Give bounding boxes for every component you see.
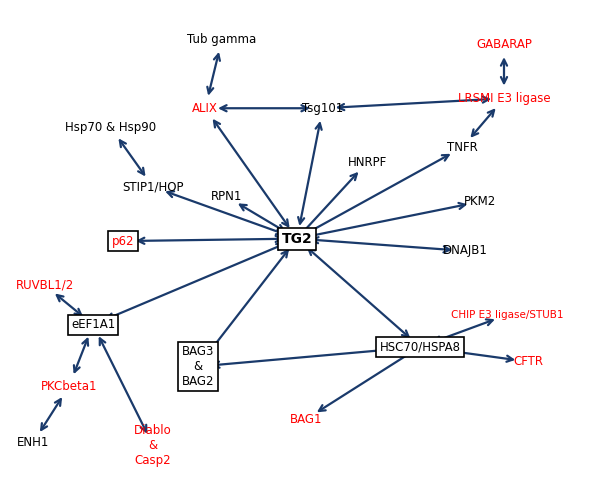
Text: Tub gamma: Tub gamma (187, 33, 257, 46)
Text: PKM2: PKM2 (464, 195, 496, 208)
Text: CFTR: CFTR (513, 355, 543, 368)
Text: BAG3
&
BAG2: BAG3 & BAG2 (182, 345, 214, 388)
Text: TG2: TG2 (281, 232, 313, 246)
Text: Diablo
&
Casp2: Diablo & Casp2 (134, 424, 172, 467)
Text: ENH1: ENH1 (17, 436, 49, 449)
Text: RPN1: RPN1 (211, 190, 242, 203)
Text: TNFR: TNFR (446, 141, 478, 154)
Text: HSC70/HSPA8: HSC70/HSPA8 (379, 340, 461, 353)
Text: RUVBL1/2: RUVBL1/2 (16, 279, 74, 292)
Text: eEF1A1: eEF1A1 (71, 318, 115, 331)
Text: DNAJB1: DNAJB1 (443, 245, 487, 257)
Text: Tsg101: Tsg101 (302, 102, 343, 115)
Text: PKCbeta1: PKCbeta1 (41, 380, 97, 393)
Text: HNRPF: HNRPF (347, 156, 387, 169)
Text: BAG1: BAG1 (290, 413, 322, 426)
Text: CHIP E3 ligase/STUB1: CHIP E3 ligase/STUB1 (451, 310, 563, 320)
Text: LRSMI E3 ligase: LRSMI E3 ligase (458, 92, 550, 105)
Text: STIP1/HOP: STIP1/HOP (122, 181, 184, 193)
Text: p62: p62 (112, 235, 134, 247)
Text: GABARAP: GABARAP (476, 38, 532, 51)
Text: Hsp70 & Hsp90: Hsp70 & Hsp90 (65, 122, 157, 134)
Text: ALIX: ALIX (192, 102, 218, 115)
